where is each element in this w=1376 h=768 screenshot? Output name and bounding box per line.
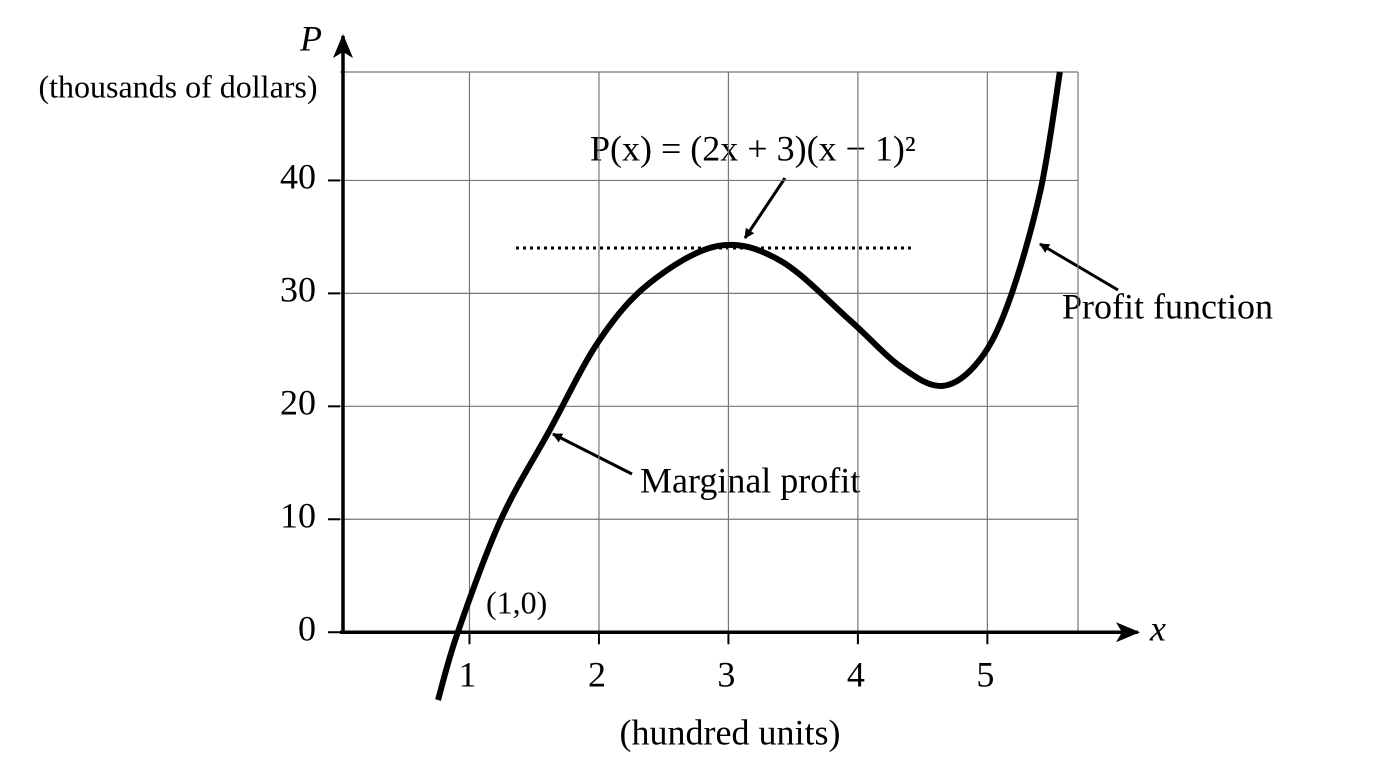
- profit-annotation: Profit function: [1062, 286, 1273, 326]
- x-tick-label: 4: [847, 654, 865, 694]
- y-tick-label: 40: [280, 157, 316, 197]
- x-tick-label: 5: [976, 654, 994, 694]
- profit-arrow: [1039, 242, 1119, 292]
- point-annotation: (1,0): [486, 584, 547, 620]
- marginal-annotation: Marginal profit: [640, 460, 860, 500]
- equation-arrow: [743, 177, 787, 239]
- x-tick-label: 3: [717, 654, 735, 694]
- x-tick-label: 1: [458, 654, 476, 694]
- y-axis-label: P: [299, 18, 322, 58]
- x-tick-label: 2: [588, 654, 606, 694]
- y-tick-label: 30: [280, 270, 316, 310]
- profit-curve: [435, 71, 1063, 701]
- y-tick-label: 20: [280, 383, 316, 423]
- marginal-arrow: [552, 432, 633, 476]
- x-axis-label: x: [1149, 608, 1166, 648]
- y-unit-label: (thousands of dollars): [38, 68, 317, 104]
- x-unit-label: (hundred units): [620, 712, 841, 752]
- y-tick-label: 10: [280, 496, 316, 536]
- y-tick-label: 0: [298, 608, 316, 648]
- equation-annotation: P(x) = (2x + 3)(x − 1)²: [590, 128, 916, 168]
